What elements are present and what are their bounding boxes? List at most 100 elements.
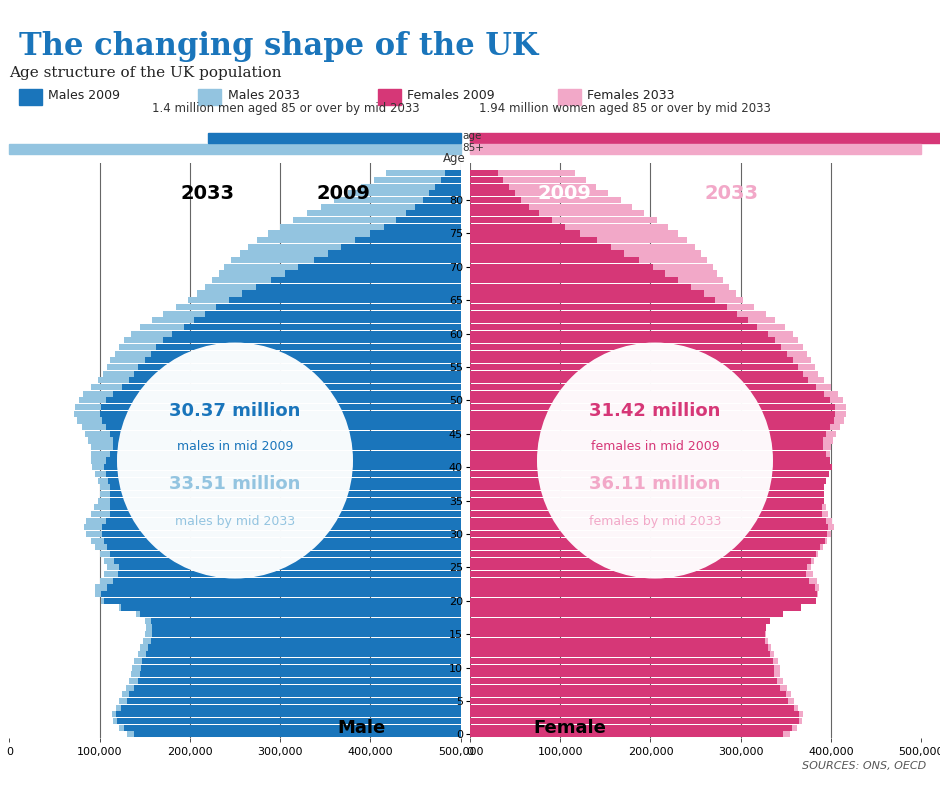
Bar — [152, 317, 461, 323]
Bar — [133, 664, 461, 671]
Bar — [285, 271, 461, 277]
Bar — [86, 518, 461, 524]
Bar — [470, 537, 827, 544]
Bar — [113, 578, 461, 584]
Text: Females 2009: Females 2009 — [407, 89, 495, 102]
Bar — [470, 264, 713, 270]
Bar — [256, 284, 461, 290]
Bar — [102, 591, 461, 597]
Bar — [121, 705, 461, 711]
Bar — [321, 204, 461, 210]
Bar — [121, 604, 461, 611]
Bar — [470, 224, 667, 230]
Bar — [470, 611, 775, 617]
Bar — [378, 89, 401, 105]
Bar — [95, 471, 461, 477]
Bar — [470, 431, 837, 437]
Bar — [470, 284, 729, 290]
Bar — [470, 524, 834, 530]
Bar — [102, 524, 461, 530]
Bar — [441, 177, 461, 183]
Bar — [129, 678, 461, 684]
Bar — [470, 170, 574, 177]
Bar — [75, 404, 461, 410]
Bar — [122, 691, 461, 697]
Bar — [138, 364, 461, 370]
Bar — [115, 350, 461, 357]
Bar — [470, 344, 781, 350]
Bar — [470, 237, 687, 243]
Bar — [100, 551, 461, 557]
Bar — [470, 631, 765, 638]
Bar — [470, 718, 802, 724]
Bar — [188, 297, 461, 303]
Bar — [141, 664, 461, 671]
Bar — [470, 133, 940, 143]
Bar — [470, 711, 803, 717]
Bar — [107, 544, 461, 551]
Text: females by mid 2033: females by mid 2033 — [588, 515, 721, 529]
Bar — [557, 89, 581, 105]
Bar — [470, 618, 766, 624]
Bar — [470, 377, 823, 383]
Bar — [470, 391, 823, 397]
Bar — [470, 244, 695, 250]
Bar — [470, 658, 777, 664]
Bar — [470, 451, 830, 457]
Bar — [470, 511, 828, 517]
Bar — [470, 357, 811, 364]
Bar — [470, 638, 765, 644]
Bar — [243, 290, 461, 297]
Bar — [470, 585, 820, 590]
Bar — [298, 264, 461, 270]
Bar — [112, 711, 461, 717]
Bar — [470, 144, 921, 154]
Bar — [470, 718, 799, 724]
Bar — [470, 197, 620, 203]
Text: females in mid 2009: females in mid 2009 — [590, 440, 719, 453]
Bar — [470, 564, 811, 570]
Bar — [470, 537, 824, 544]
Bar — [197, 290, 461, 297]
Bar — [470, 544, 822, 551]
Bar — [95, 591, 461, 597]
Bar — [106, 398, 461, 403]
Bar — [470, 598, 810, 604]
Bar — [119, 698, 461, 704]
Bar — [470, 551, 819, 557]
Bar — [228, 297, 461, 303]
Bar — [374, 177, 461, 183]
Bar — [470, 598, 816, 604]
Ellipse shape — [117, 342, 353, 578]
Bar — [470, 618, 770, 624]
Bar — [135, 611, 461, 617]
Bar — [124, 724, 461, 731]
Bar — [470, 224, 565, 230]
Bar — [470, 290, 736, 297]
Bar — [132, 331, 461, 337]
Bar — [122, 384, 461, 390]
Bar — [470, 518, 832, 524]
Bar — [470, 337, 798, 343]
Bar — [341, 244, 461, 250]
Bar — [470, 230, 580, 237]
Bar — [90, 384, 461, 390]
Bar — [470, 671, 775, 677]
Bar — [470, 324, 785, 330]
Bar — [163, 337, 461, 343]
Bar — [102, 404, 461, 410]
Bar — [100, 484, 461, 490]
Bar — [470, 364, 815, 370]
Bar — [470, 184, 596, 190]
Bar — [129, 691, 461, 697]
Bar — [470, 431, 825, 437]
Bar — [470, 624, 766, 630]
Bar — [470, 658, 774, 664]
Bar — [470, 184, 509, 190]
Bar — [470, 304, 754, 310]
Bar — [470, 651, 771, 657]
Bar — [113, 391, 461, 397]
Bar — [74, 411, 461, 417]
Bar — [82, 424, 461, 430]
Bar — [470, 337, 775, 343]
